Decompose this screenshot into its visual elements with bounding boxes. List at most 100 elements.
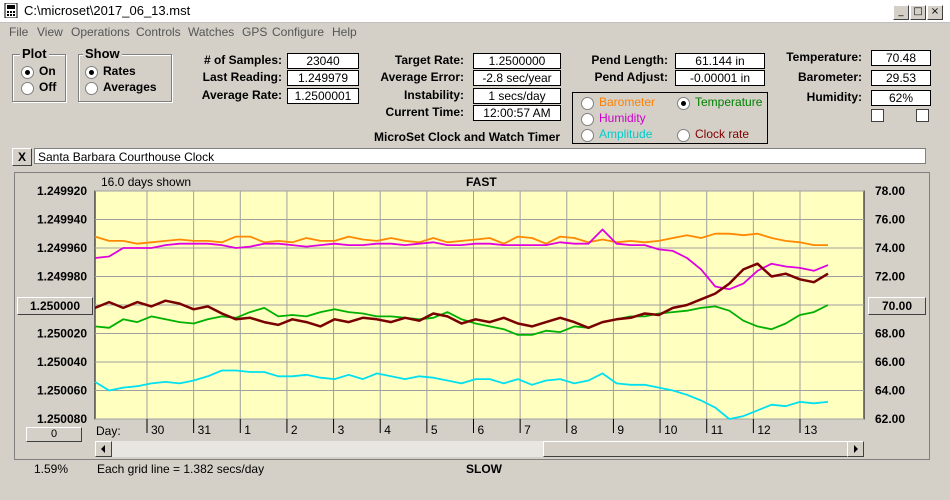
x-tick-label: 12	[757, 423, 771, 437]
menu-operations[interactable]: Operations	[71, 25, 130, 39]
temperature-value: 70.48	[871, 50, 931, 66]
overlay-temperature-radio[interactable]	[677, 97, 690, 110]
y-tick-label-right: 66.00	[875, 355, 905, 369]
menu-controls[interactable]: Controls	[136, 25, 181, 39]
series-line	[94, 232, 828, 247]
scroll-thumb[interactable]	[543, 441, 848, 457]
series-line	[94, 262, 829, 330]
y-tick-label-right: 64.00	[875, 384, 905, 398]
last-reading-value: 1.249979	[287, 70, 359, 86]
menu-help[interactable]: Help	[332, 25, 357, 39]
x-axis-label: Day:	[96, 424, 121, 438]
close-button[interactable]: ×	[927, 5, 943, 20]
x-tick-label: 8	[571, 423, 578, 437]
show-rates-label: Rates	[103, 64, 136, 78]
show-group-title: Show	[83, 46, 122, 61]
average-error-value: -2.8 sec/year	[473, 70, 561, 86]
overlay-humidity-label: Humidity	[599, 111, 646, 125]
current-time-value: 12:00:57 AM	[473, 105, 561, 121]
humidity-value: 62%	[871, 90, 931, 106]
average-rate-value: 1.2500001	[287, 88, 359, 104]
overlay-clock-rate-radio[interactable]	[677, 129, 690, 142]
x-tick-label: 4	[384, 423, 391, 437]
app-icon	[4, 3, 18, 18]
menu-bar: File View Operations Controls Watches GP…	[0, 22, 950, 42]
x-tick-label: 3	[338, 423, 345, 437]
plot-on-label: On	[39, 64, 56, 78]
overlay-humidity-radio[interactable]	[581, 113, 594, 126]
bottom-title: SLOW	[466, 462, 502, 476]
plot-group-title: Plot	[20, 46, 49, 61]
y-tick-label-right: 72.00	[875, 270, 905, 284]
y-tick-label-left: 1.250080	[37, 412, 87, 426]
menu-view[interactable]: View	[37, 25, 63, 39]
plot-off-radio[interactable]	[21, 82, 34, 95]
x-tick-label: 7	[524, 423, 531, 437]
series-line	[94, 304, 829, 336]
x-tick-label: 10	[664, 423, 678, 437]
average-rate-label: Average Rate:	[201, 88, 282, 102]
overlay-clock-rate-label: Clock rate	[695, 127, 750, 141]
right-checkbox[interactable]	[916, 109, 929, 122]
target-rate-value: 1.2500000	[473, 53, 561, 69]
show-rates-radio[interactable]	[85, 66, 98, 79]
left-checkbox[interactable]	[871, 109, 884, 122]
scroll-right-button[interactable]	[847, 441, 864, 457]
scroll-left-icon	[101, 445, 105, 453]
days-shown: 16.0 days shown	[101, 175, 192, 189]
series-line	[94, 369, 829, 420]
center-rate-button[interactable]: 1.250000	[17, 297, 93, 315]
center-temp-button[interactable]: 70.00	[868, 297, 926, 315]
pend-adjust-value: -0.00001 in	[675, 70, 765, 86]
minimize-button[interactable]: _	[893, 5, 909, 20]
show-group	[78, 54, 172, 102]
overlay-barometer-radio[interactable]	[581, 97, 594, 110]
menu-watches[interactable]: Watches	[188, 25, 235, 39]
overlay-amplitude-label: Amplitude	[599, 127, 653, 141]
last-reading-label: Last Reading:	[202, 70, 282, 84]
scroll-right-icon	[854, 445, 858, 453]
offset-button[interactable]: 0	[26, 427, 82, 442]
y-tick-label-right: 62.00	[875, 412, 905, 426]
app-caption: MicroSet Clock and Watch Timer	[374, 130, 561, 144]
y-tick-label-left: 1.249960	[37, 241, 87, 255]
show-averages-radio[interactable]	[85, 82, 98, 95]
pend-length-label: Pend Length:	[591, 53, 668, 67]
plot-on-radio[interactable]	[21, 66, 34, 79]
target-rate-label: Target Rate:	[394, 53, 464, 67]
y-tick-label-left: 1.249980	[37, 270, 87, 284]
y-tick-label-right: 74.00	[875, 241, 905, 255]
current-time-label: Current Time:	[385, 105, 464, 119]
maximize-button[interactable]: □	[910, 5, 926, 20]
barometer-value: 29.53	[871, 70, 931, 86]
scroll-left-button[interactable]	[95, 441, 112, 457]
x-tick-label: 13	[804, 423, 818, 437]
menu-file[interactable]: File	[9, 25, 29, 39]
overlay-amplitude-radio[interactable]	[581, 129, 594, 142]
percent-label: 1.59%	[34, 462, 69, 476]
menu-configure[interactable]: Configure	[272, 25, 325, 39]
x-tick-label: 31	[198, 423, 212, 437]
plot-off-label: Off	[39, 80, 57, 94]
x-tick-label: 11	[711, 423, 724, 437]
barometer-label: Barometer:	[797, 70, 862, 84]
series-line	[94, 228, 829, 291]
samples-label: # of Samples:	[203, 53, 282, 67]
y-tick-label-right: 68.00	[875, 327, 905, 341]
y-tick-label-left: 1.249940	[37, 213, 87, 227]
title-bar: C:\microset\2017_06_13.mst _ □ ×	[0, 0, 950, 23]
average-error-label: Average Error:	[380, 70, 464, 84]
overlay-barometer-label: Barometer	[599, 95, 656, 109]
window-title: C:\microset\2017_06_13.mst	[24, 3, 191, 18]
x-tick-label: 30	[151, 423, 165, 437]
x-tick-label: 5	[431, 423, 438, 437]
note-close-button[interactable]: X	[12, 148, 32, 166]
note-field[interactable]: Santa Barbara Courthouse Clock	[34, 148, 926, 164]
show-averages-label: Averages	[103, 80, 157, 94]
y-tick-label-left: 1.250040	[37, 355, 87, 369]
menu-gps[interactable]: GPS	[242, 25, 268, 39]
x-tick-label: 6	[478, 423, 485, 437]
temperature-label: Temperature:	[786, 50, 862, 64]
samples-value: 23040	[287, 53, 359, 69]
